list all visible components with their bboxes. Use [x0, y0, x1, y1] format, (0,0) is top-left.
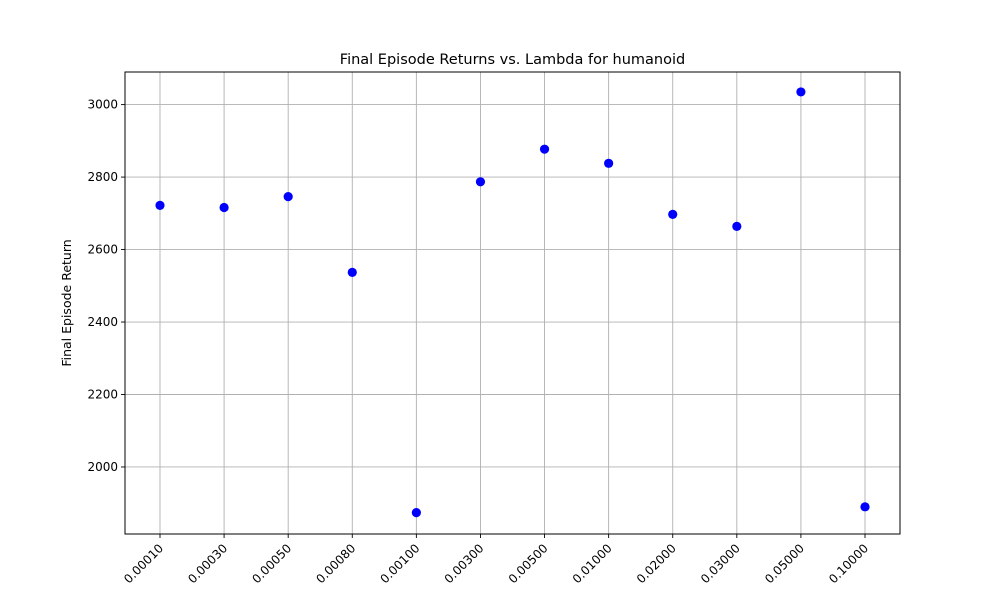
x-tick-label: 0.00050 — [249, 541, 294, 586]
data-point — [796, 87, 806, 97]
x-tick-label: 0.00100 — [377, 541, 422, 586]
data-point — [604, 158, 614, 168]
x-tick-label: 0.05000 — [762, 541, 807, 586]
data-point — [283, 192, 293, 202]
x-tick-label: 0.00030 — [185, 541, 230, 586]
data-point — [219, 202, 229, 213]
data-point — [155, 200, 165, 210]
x-tick-label: 0.01000 — [570, 541, 615, 586]
data-point — [539, 144, 550, 154]
x-tick-label: 0.00300 — [442, 541, 487, 586]
tick-labels: 0.00010 0.00030 0.00050 0.00080 0.00100 0.003… — [87, 98, 871, 587]
data-point — [475, 177, 486, 187]
plot-frame — [124, 71, 901, 535]
grid — [125, 72, 900, 534]
x-tick-label: 0.00080 — [313, 541, 358, 586]
chart-title: Final Episode Returns vs. Lambda for hum… — [340, 52, 685, 68]
x-tick-label: 0.03000 — [698, 541, 743, 586]
data-point — [347, 267, 357, 277]
axes — [121, 71, 901, 538]
data-points — [155, 87, 870, 518]
x-tick-label: 0.10000 — [826, 541, 871, 586]
data-point — [860, 502, 870, 512]
x-tick-label: 0.00010 — [121, 541, 166, 586]
y-tick-label: 2800 — [87, 170, 118, 184]
y-tick-label: 2200 — [87, 387, 118, 401]
x-tick-label: 0.00500 — [506, 541, 551, 586]
data-point — [411, 508, 421, 518]
data-point — [732, 221, 742, 231]
y-tick-label: 2600 — [87, 243, 118, 257]
y-tick-label: 2000 — [87, 460, 118, 474]
data-point — [668, 209, 678, 220]
y-tick-label: 2400 — [87, 315, 118, 329]
x-tick-label: 0.02000 — [634, 541, 679, 586]
y-axis-label: Final Episode Return — [59, 239, 74, 366]
y-tick-label: 3000 — [87, 98, 118, 112]
